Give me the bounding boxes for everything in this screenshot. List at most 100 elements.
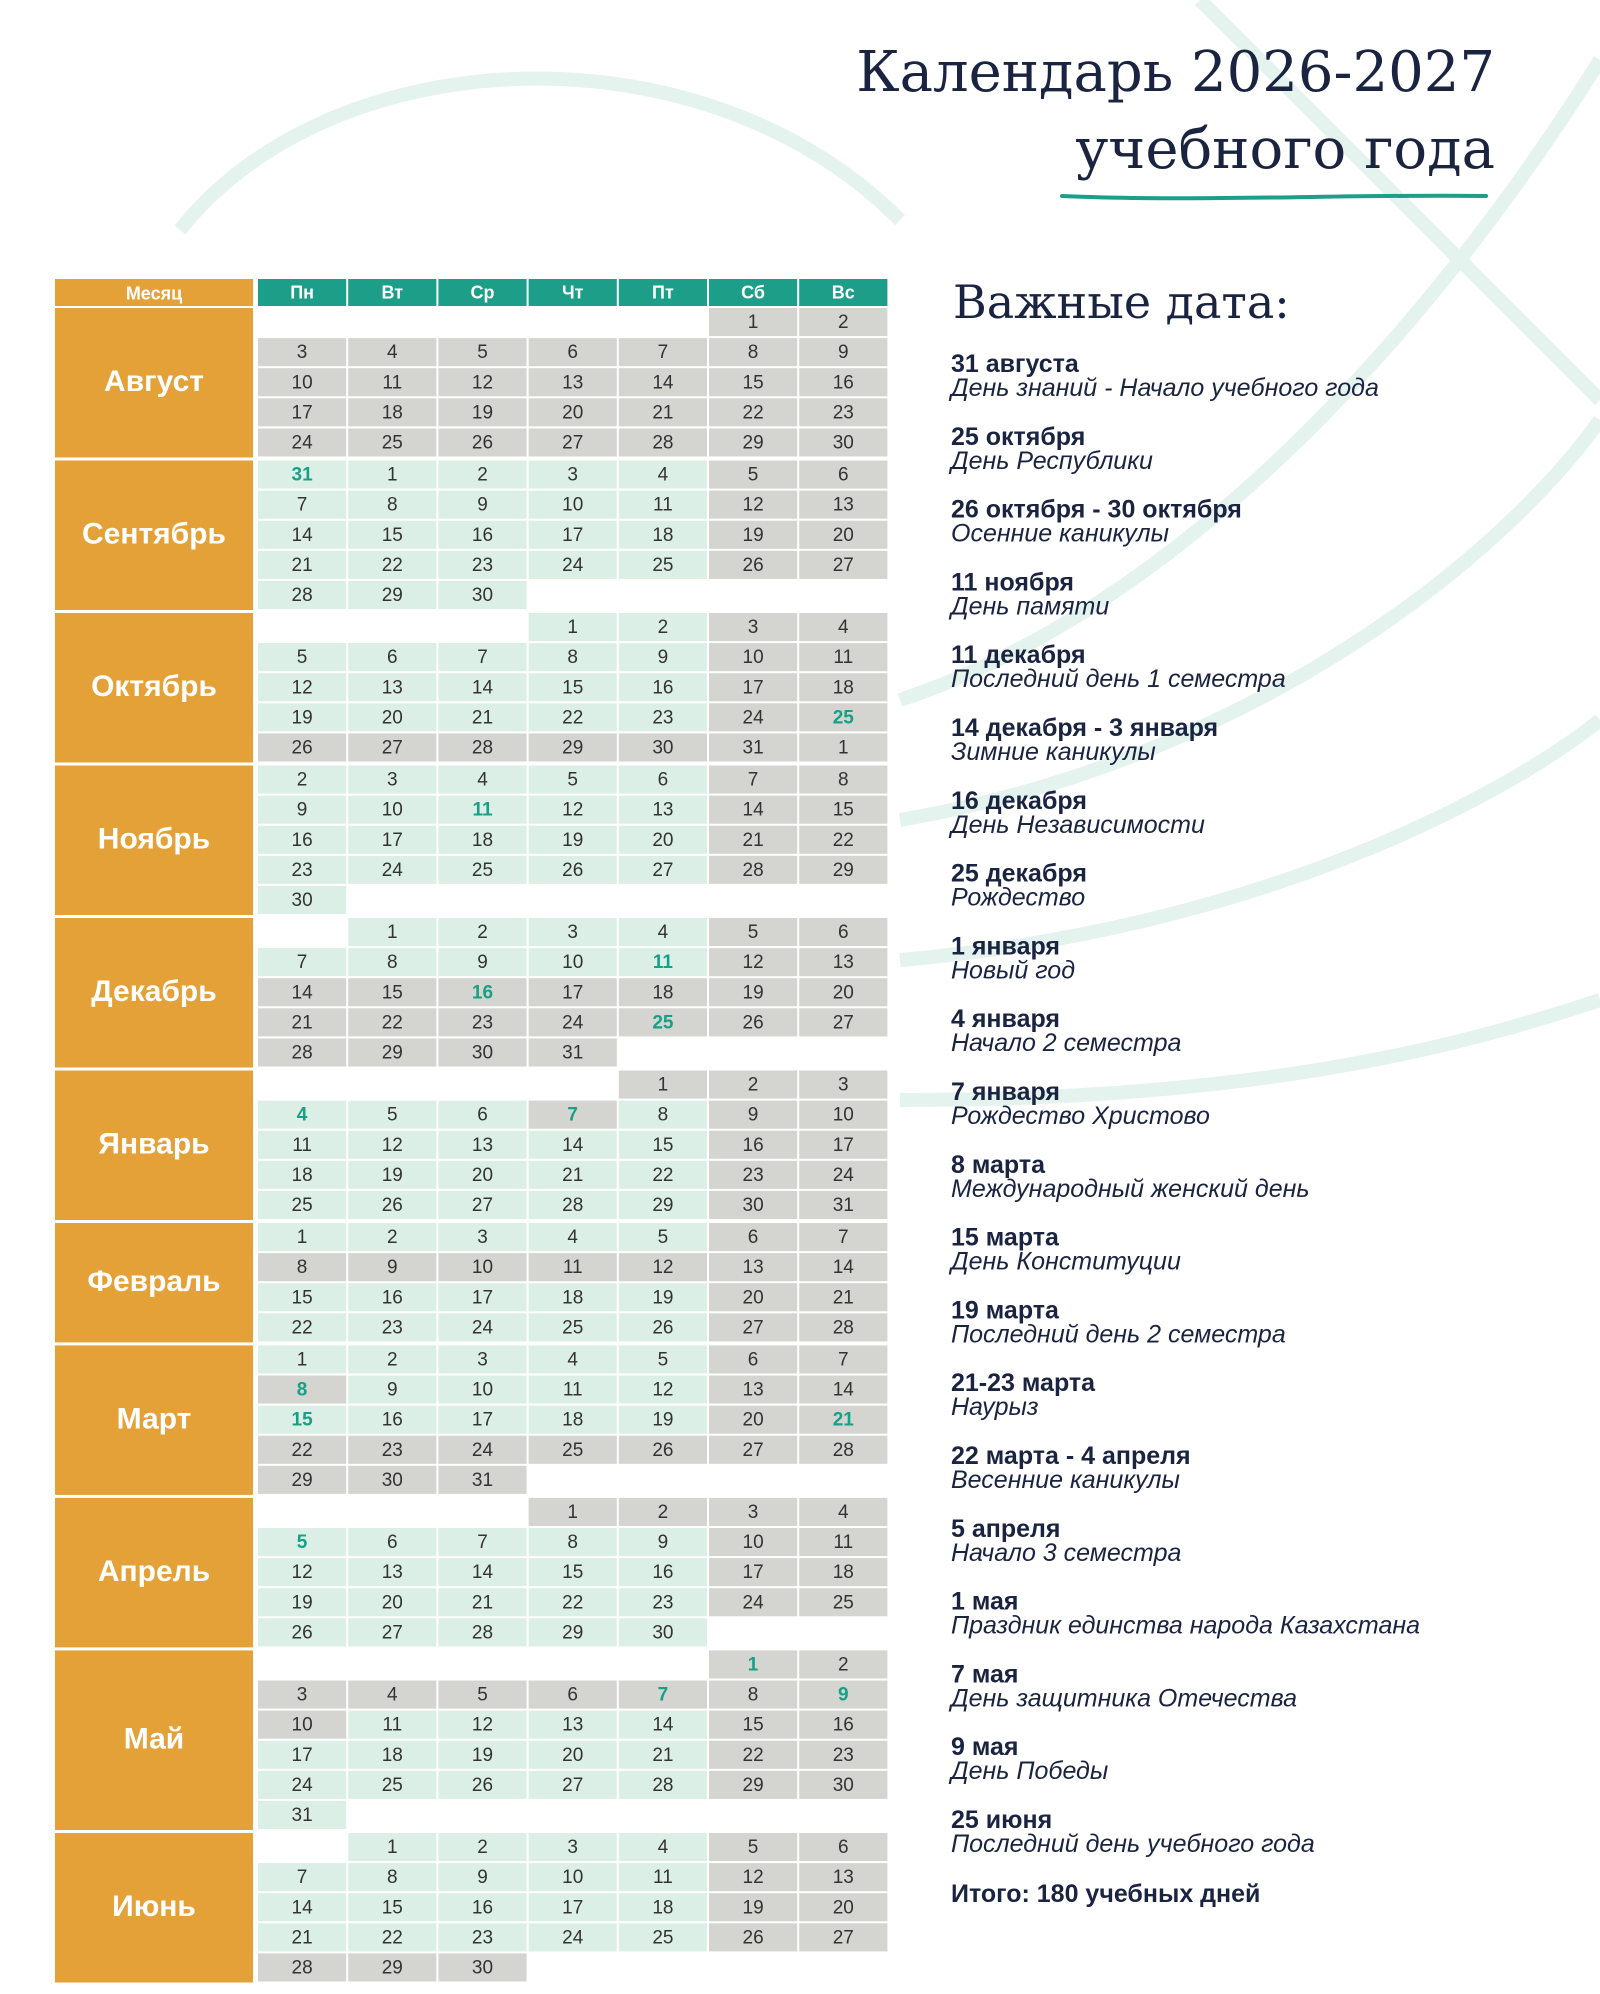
day-number: 21 (292, 1012, 313, 1033)
event-description: Последний день 1 семестра (951, 665, 1286, 693)
day-number: 14 (743, 800, 765, 821)
event-date: 22 марта - 4 апреля (951, 1442, 1191, 1470)
day-cell (258, 733, 347, 762)
day-number: 9 (838, 342, 849, 363)
day-cell (618, 1405, 707, 1434)
day-cell (348, 1863, 437, 1892)
day-cell (709, 1008, 798, 1037)
day-number: 8 (748, 1685, 759, 1706)
event-description: Весенние каникулы (951, 1466, 1180, 1494)
header-cell (55, 279, 253, 306)
day-cell (528, 1833, 617, 1862)
day-number: 16 (382, 1287, 403, 1308)
title-underline (1060, 193, 1488, 201)
day-number: 25 (472, 860, 493, 881)
day-cell (438, 703, 527, 732)
day-number: 25 (652, 1012, 674, 1033)
month-name: Апрель (98, 1555, 210, 1588)
day-cell (528, 1190, 617, 1219)
day-number: 12 (382, 1135, 403, 1156)
day-cell (348, 855, 437, 884)
day-cell (528, 1497, 617, 1526)
event-description: Наурыз (951, 1393, 1039, 1421)
day-number: 29 (743, 1775, 764, 1796)
day-number: 5 (297, 647, 308, 668)
day-number: 4 (567, 1349, 578, 1370)
event-description: Рождество (951, 884, 1085, 912)
day-cell (709, 1528, 798, 1557)
day-number: 15 (382, 1897, 403, 1918)
day-number: 4 (838, 617, 849, 638)
day-number: 3 (567, 922, 578, 943)
day-number: 26 (743, 555, 764, 576)
day-cell (799, 1833, 888, 1862)
day-number: 14 (292, 1897, 314, 1918)
day-cell (799, 1283, 888, 1312)
day-number: 30 (652, 1622, 673, 1643)
event-date: 7 мая (951, 1660, 1019, 1688)
day-number: 9 (387, 1257, 398, 1278)
day-number: 1 (297, 1227, 308, 1248)
day-number: 14 (833, 1257, 855, 1278)
day-number: 7 (297, 952, 308, 973)
day-number: 6 (748, 1349, 759, 1370)
day-number: 21 (652, 402, 673, 423)
day-number: 26 (292, 1622, 313, 1643)
day-cell (348, 1618, 437, 1647)
day-cell (258, 550, 347, 579)
day-number: 28 (652, 432, 673, 453)
day-number: 23 (652, 1592, 673, 1613)
day-number: 5 (387, 1105, 398, 1126)
day-cell (709, 1833, 798, 1862)
day-cell (709, 1588, 798, 1617)
day-cell (799, 733, 888, 762)
day-cell (618, 918, 707, 947)
day-cell (618, 1497, 707, 1526)
day-number: 13 (743, 1257, 764, 1278)
day-cell (258, 1038, 347, 1067)
day-number: 18 (652, 525, 673, 546)
day-number: 22 (743, 402, 764, 423)
day-number: 3 (748, 617, 759, 638)
day-number: 23 (833, 1745, 854, 1766)
event-date: 11 декабря (951, 641, 1086, 669)
day-number: 9 (477, 952, 488, 973)
day-cell (528, 368, 617, 397)
day-number: 19 (652, 1410, 673, 1431)
day-cell (258, 1528, 347, 1557)
day-number: 28 (652, 1775, 673, 1796)
day-number: 23 (292, 860, 313, 881)
day-cell (618, 1345, 707, 1374)
day-cell (348, 1465, 437, 1494)
day-number: 11 (653, 952, 674, 973)
background-ornament (174, 0, 1600, 1107)
weekday-cell (528, 279, 617, 306)
day-cell (528, 1710, 617, 1739)
day-cell (438, 765, 527, 794)
day-number: 4 (297, 1105, 308, 1126)
day-number: 11 (653, 495, 673, 516)
section-title: Важные дата: (953, 275, 1290, 329)
day-cell (618, 765, 707, 794)
day-cell (709, 1497, 798, 1526)
day-number: 24 (562, 1012, 584, 1033)
event-description: День защитника Отечества (948, 1684, 1297, 1712)
day-number: 3 (567, 1837, 578, 1858)
day-cell (348, 368, 437, 397)
day-cell (438, 1833, 527, 1862)
day-number: 2 (838, 312, 849, 333)
day-number: 12 (743, 952, 764, 973)
day-cell (258, 978, 347, 1007)
day-cell (348, 1923, 437, 1952)
weekday-cell (438, 279, 527, 306)
day-cell (709, 368, 798, 397)
event-date: 11 ноября (951, 568, 1074, 596)
day-number: 7 (838, 1227, 849, 1248)
day-cell (258, 1800, 347, 1829)
day-number: 19 (743, 1897, 764, 1918)
day-cell (528, 978, 617, 1007)
day-number: 7 (658, 1685, 669, 1706)
day-cell (799, 1770, 888, 1799)
day-cell (528, 1923, 617, 1952)
day-cell (258, 1283, 347, 1312)
